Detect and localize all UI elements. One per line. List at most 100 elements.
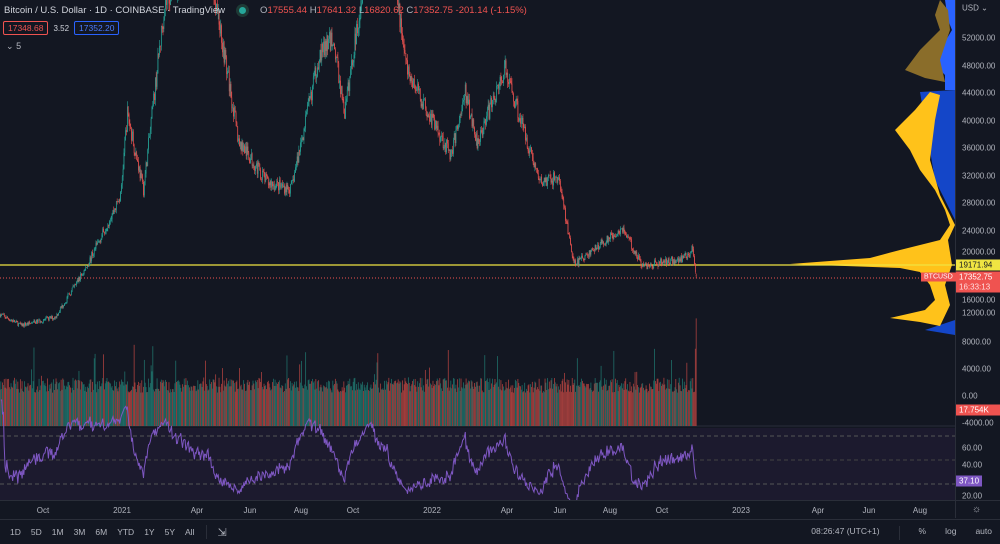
range-button-1d[interactable]: 1D [10,527,21,537]
volume-bar [501,390,503,426]
candle [119,199,121,201]
currency-selector[interactable]: USD ⌄ [962,3,988,13]
volume-bar [370,384,372,426]
go-to-date-icon[interactable]: ⇲ [217,526,227,539]
range-button-6m[interactable]: 6M [95,527,108,537]
candle [685,252,687,258]
range-button-all[interactable]: All [185,527,195,537]
volume-bar [18,389,20,426]
buy-price-button[interactable]: 17352.20 [74,21,120,35]
time-axis[interactable]: Oct 2021 Apr Jun Aug Oct 2022 Apr Jun Aug Oct 2023 A… [0,500,1000,520]
candle [233,107,234,117]
volume-bar [54,383,56,426]
volume-bar [317,381,318,426]
candle [585,254,587,256]
volume-bar [509,387,511,426]
candle [25,324,27,326]
log-toggle[interactable]: log [945,526,957,536]
symbol-title[interactable]: Bitcoin / U.S. Dollar · 1D · COINBASE · … [4,5,226,16]
volume-bar [65,385,67,426]
volume-bar [70,387,71,426]
volume-bar [597,382,599,426]
volume-bar [71,387,73,426]
volume-bar [458,387,459,426]
candle [98,241,99,243]
volume-bar [317,380,319,426]
candle [122,168,124,177]
volume-bar [226,378,228,426]
candle [407,60,408,75]
volume-bar [159,390,161,426]
indicators-toggle[interactable]: ⌄ 5 [6,41,22,51]
volume-bar [246,382,248,426]
volume-bar [362,390,364,426]
volume-bar [496,382,498,426]
volume-bar [326,382,328,426]
percent-toggle[interactable]: % [918,526,927,536]
volume-bar [689,381,691,426]
volume-bar [17,381,19,426]
candle [571,244,572,253]
candle [671,257,672,260]
candle [322,43,323,53]
chart-canvas[interactable] [0,0,1000,500]
volume-bar [407,377,409,426]
candle [637,257,638,260]
volume-bar [117,391,119,426]
candle [570,237,571,245]
candle [298,149,300,163]
sell-price-button[interactable]: 17348.68 [3,21,49,35]
volume-bar [296,387,298,426]
volume-bar [379,383,381,426]
volume-bar [593,390,594,426]
volume-bar [349,378,351,426]
volume-bar [522,392,524,426]
volume-bar [214,382,216,426]
range-button-3m[interactable]: 3M [73,527,86,537]
volume-bar [237,388,239,426]
candle [240,142,242,151]
auto-toggle[interactable]: auto [975,526,992,536]
volume-bar [688,390,689,426]
range-button-5d[interactable]: 5D [30,527,42,537]
candle [155,77,157,87]
price-axis[interactable]: USD ⌄ 52000.00 48000.00 44000.00 40000.00 36… [955,0,1000,518]
volume-bar [173,392,175,426]
volume-bar [213,379,215,426]
volume-bar [377,353,379,426]
candle [239,138,240,147]
volume-bar [461,387,463,426]
candle [681,255,683,262]
candle [651,265,653,267]
range-button-1y[interactable]: 1Y [144,527,155,537]
candle [514,103,516,108]
volume-bar [202,381,204,426]
volume-bar [132,386,133,426]
range-button-5y[interactable]: 5Y [164,527,175,537]
volume-bar [228,386,230,426]
range-button-1m[interactable]: 1M [51,527,64,537]
volume-bar [277,383,279,426]
volume-bar [239,386,241,426]
candle [110,219,112,221]
range-button-ytd[interactable]: YTD [117,527,135,537]
volume-bar [216,386,217,426]
volume-bar [39,390,41,426]
volume-bar [204,390,206,426]
volume-bar [670,384,672,426]
volume-bar [536,389,537,426]
settings-icon[interactable]: ☼ [972,504,982,515]
volume-bar [507,388,509,426]
candle [602,241,604,244]
volume-bar [182,384,183,426]
candle [14,321,16,323]
volume-bar [390,378,392,426]
candle [604,243,606,245]
clock[interactable]: 08:26:47 (UTC+1) [811,526,880,536]
volume-label: 17.754K [956,404,1000,416]
volume-bar [580,382,582,426]
candle [132,131,134,145]
volume-bar [22,390,24,426]
candle [65,302,67,303]
candle [12,320,14,323]
